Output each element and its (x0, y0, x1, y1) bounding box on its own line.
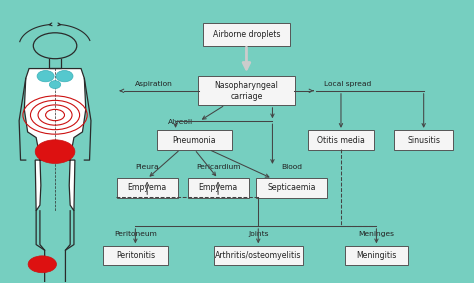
Ellipse shape (37, 70, 54, 82)
Text: Peritonitis: Peritonitis (116, 251, 155, 260)
FancyBboxPatch shape (214, 246, 303, 265)
Text: Aspiration: Aspiration (136, 81, 173, 87)
FancyBboxPatch shape (157, 130, 232, 150)
Text: Meningitis: Meningitis (356, 251, 397, 260)
FancyBboxPatch shape (345, 246, 408, 265)
FancyBboxPatch shape (203, 23, 290, 46)
Text: Otitis media: Otitis media (317, 136, 365, 145)
FancyBboxPatch shape (308, 130, 374, 150)
Text: Peritoneum: Peritoneum (114, 231, 157, 237)
FancyBboxPatch shape (256, 178, 327, 198)
Text: Pleura: Pleura (136, 164, 159, 170)
Text: Blood: Blood (281, 164, 302, 170)
Ellipse shape (49, 81, 61, 89)
Text: Alveoli: Alveoli (168, 119, 193, 125)
Polygon shape (24, 68, 86, 211)
FancyBboxPatch shape (188, 178, 248, 198)
Text: Arthritis/osteomyelitis: Arthritis/osteomyelitis (215, 251, 301, 260)
FancyBboxPatch shape (117, 178, 178, 198)
Text: Empyema: Empyema (128, 183, 167, 192)
Text: Pericardium: Pericardium (196, 164, 240, 170)
Text: Sinusitis: Sinusitis (407, 136, 440, 145)
Text: Airborne droplets: Airborne droplets (213, 30, 280, 39)
Text: Empyema: Empyema (199, 183, 238, 192)
FancyBboxPatch shape (102, 246, 168, 265)
Circle shape (35, 140, 75, 164)
Ellipse shape (56, 70, 73, 82)
Circle shape (28, 256, 56, 273)
FancyBboxPatch shape (198, 76, 295, 106)
Text: Septicaemia: Septicaemia (267, 183, 316, 192)
Text: Meninges: Meninges (358, 231, 394, 237)
Text: Joints: Joints (248, 231, 268, 237)
Text: Nasopharyngeal
carriage: Nasopharyngeal carriage (215, 81, 278, 100)
Text: Local spread: Local spread (324, 81, 372, 87)
Text: Pneumonia: Pneumonia (173, 136, 216, 145)
FancyBboxPatch shape (394, 130, 453, 150)
